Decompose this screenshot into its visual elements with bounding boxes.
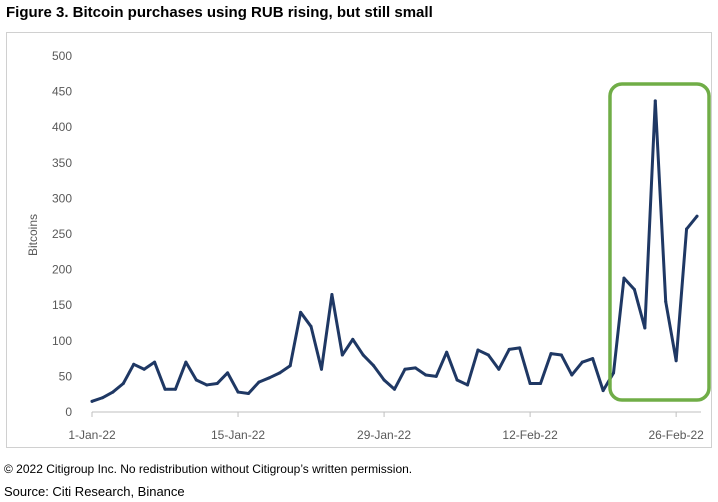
data-point (205, 383, 209, 387)
data-point (413, 366, 417, 370)
y-axis: 0 50 100 150 200 250 300 350 400 450 500 (52, 49, 72, 419)
data-point (643, 326, 647, 330)
data-point (121, 382, 125, 386)
data-point (382, 378, 386, 382)
data-point (90, 399, 94, 403)
x-tick-label: 12-Feb-22 (502, 428, 558, 442)
data-point (111, 390, 115, 394)
y-tick-label: 500 (52, 49, 72, 63)
data-point (507, 347, 511, 351)
y-tick-label: 250 (52, 227, 72, 241)
series-line-bitcoins (90, 99, 699, 403)
data-point (685, 227, 689, 231)
data-point (455, 378, 459, 382)
copyright-note: © 2022 Citigroup Inc. No redistribution … (4, 462, 413, 476)
data-point (591, 357, 595, 361)
data-point (173, 387, 177, 391)
data-point (445, 350, 449, 354)
data-point (236, 390, 240, 394)
y-axis-label: Bitcoins (26, 214, 40, 256)
data-point (664, 300, 668, 304)
data-point (142, 367, 146, 371)
data-point (653, 99, 657, 103)
data-point (361, 353, 365, 357)
data-point (403, 367, 407, 371)
data-point (612, 371, 616, 375)
y-tick-label: 200 (52, 263, 72, 277)
data-point (299, 310, 303, 314)
y-tick-label: 300 (52, 191, 72, 205)
y-tick-label: 450 (52, 85, 72, 99)
data-point (580, 360, 584, 364)
data-point (539, 382, 543, 386)
y-tick-label: 100 (52, 334, 72, 348)
data-point (393, 387, 396, 391)
source-note: Source: Citi Research, Binance (4, 484, 185, 499)
x-tick-label: 1-Jan-22 (68, 428, 116, 442)
data-point (486, 353, 490, 357)
data-point (601, 389, 605, 393)
data-point (267, 376, 271, 380)
data-point (163, 387, 167, 391)
data-points (90, 99, 699, 403)
data-point (226, 371, 230, 375)
data-point (132, 362, 136, 366)
data-point (622, 276, 626, 280)
data-point (194, 378, 198, 382)
data-point (549, 352, 553, 356)
chart-frame (6, 32, 712, 448)
data-point (257, 380, 261, 384)
data-point (372, 364, 376, 368)
data-point (424, 373, 428, 377)
chart-title: Figure 3. Bitcoin purchases using RUB ri… (6, 4, 433, 21)
data-point (153, 360, 157, 364)
data-point (518, 346, 522, 350)
y-tick-label: 150 (52, 298, 72, 312)
x-axis: 1-Jan-22 15-Jan-22 29-Jan-22 12-Feb-22 26-Fe… (68, 411, 704, 442)
data-point (434, 374, 438, 378)
data-point (351, 337, 355, 341)
x-tick-label: 15-Jan-22 (211, 428, 265, 442)
data-point (570, 373, 574, 377)
data-point (288, 364, 292, 368)
highlight-box (608, 82, 711, 402)
data-point (674, 359, 678, 363)
data-point (340, 353, 344, 357)
data-point (476, 348, 480, 352)
data-point (695, 214, 699, 218)
data-point (559, 353, 563, 357)
data-point (309, 325, 313, 329)
x-tick-label: 29-Jan-22 (357, 428, 411, 442)
data-point (319, 367, 323, 371)
data-point (246, 391, 250, 395)
data-point (466, 383, 470, 387)
data-point (330, 293, 334, 297)
y-tick-label: 350 (52, 156, 72, 170)
x-tick-label: 26-Feb-22 (648, 428, 704, 442)
y-tick-label: 0 (65, 405, 72, 419)
data-point (278, 371, 282, 375)
data-point (497, 367, 501, 371)
data-point (528, 382, 532, 386)
data-point (184, 360, 188, 364)
data-point (632, 288, 636, 292)
bitcoin-line-chart: Bitcoins 050100150200250300350400450500 … (26, 49, 711, 442)
y-tick-label: 400 (52, 120, 72, 134)
y-tick-label: 50 (59, 369, 73, 383)
data-point (215, 382, 219, 386)
data-point (100, 396, 104, 400)
